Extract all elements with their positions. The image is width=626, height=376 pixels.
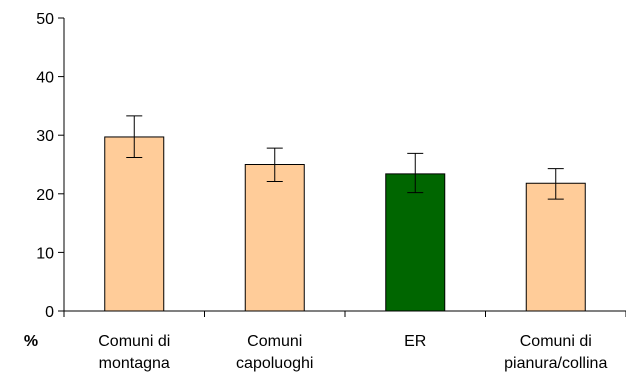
y-tick-label: 30 [36, 128, 54, 145]
bars [104, 136, 586, 312]
y-tick-label: 50 [36, 11, 54, 28]
x-category-label: Comuni di montagna [98, 333, 170, 372]
x-category-label: ER [404, 333, 426, 350]
category-labels: Comuni di montagna Comuni capoluoghi ER Comun… [98, 333, 607, 372]
y-tick-label: 10 [36, 245, 54, 262]
x-category-label: Comuni di pianura/collina [504, 333, 607, 372]
y-tick-label: 0 [45, 304, 54, 321]
y-axis: 0 10 20 30 40 50 [36, 11, 65, 321]
x-category-label: Comuni capoluoghi [236, 333, 313, 372]
y-tick-label: 20 [36, 187, 54, 204]
bar [385, 173, 446, 312]
error-bars [126, 115, 564, 200]
x-axis [63, 310, 626, 317]
bar [104, 136, 165, 312]
bar [244, 164, 305, 312]
y-tick-label: 40 [36, 70, 54, 87]
bar [525, 182, 586, 312]
y-unit-label: % [24, 333, 38, 350]
